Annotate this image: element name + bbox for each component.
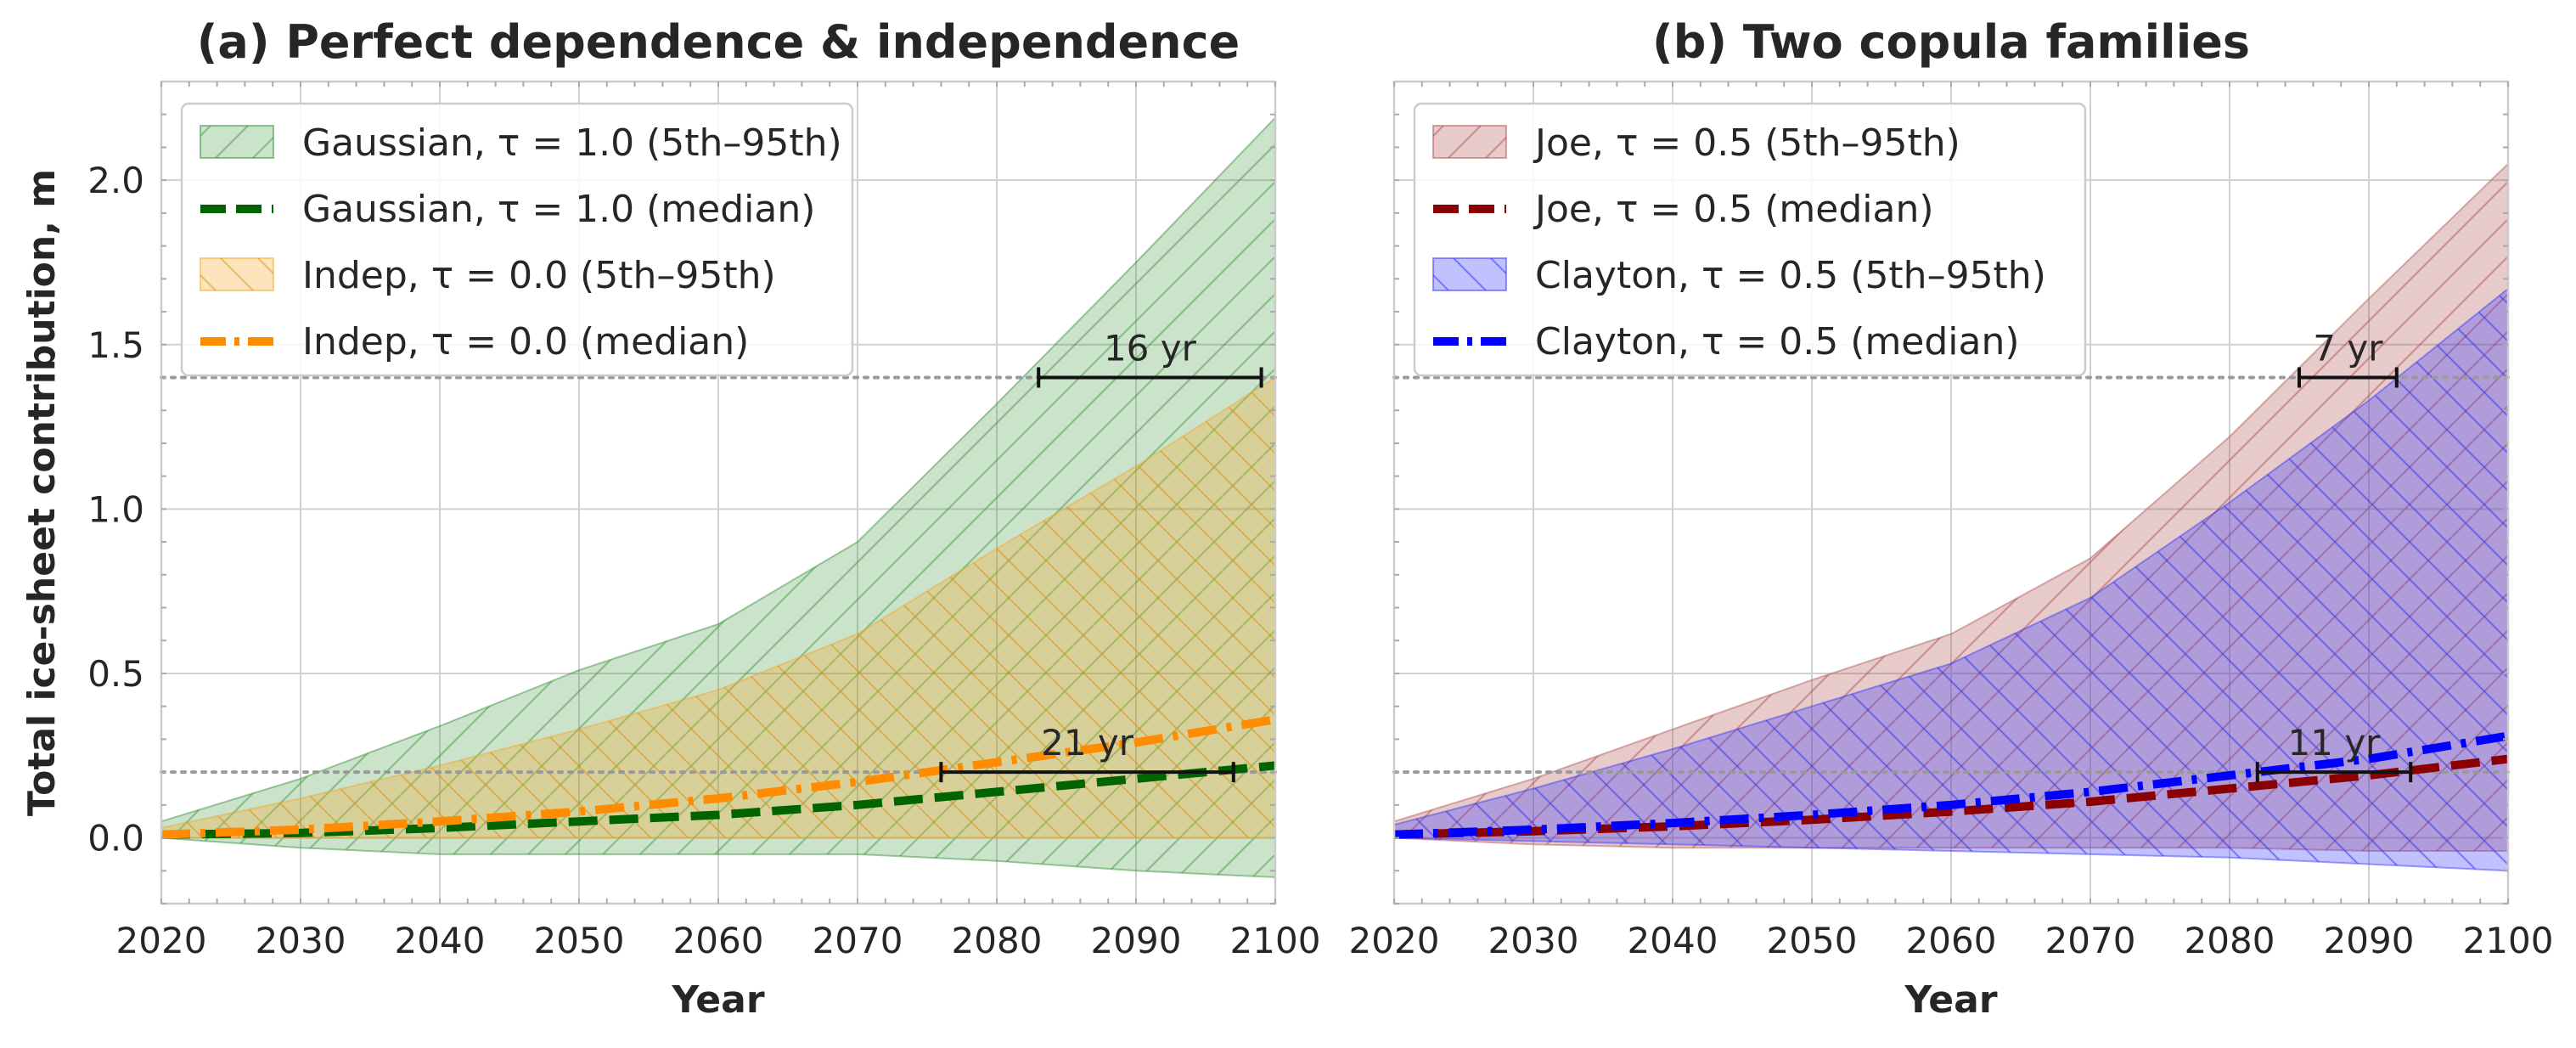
panel-b-xtick-label: 2090 bbox=[2324, 920, 2415, 961]
panel-a-legend-label-1: Gaussian, τ = 1.0 (median) bbox=[302, 188, 815, 231]
panel-a-ytick-label: 0.0 bbox=[87, 818, 144, 859]
panel-a-ytick-label: 2.0 bbox=[87, 160, 144, 201]
panel-b-xtick-label: 2100 bbox=[2463, 920, 2554, 961]
panel-b-interval-label-1: 11 yr bbox=[2288, 722, 2382, 763]
panel-a-xtick-label: 2030 bbox=[256, 920, 346, 961]
panel-a: (a) Perfect dependence & independence 16… bbox=[20, 15, 1320, 1022]
panel-b-xtick-label: 2040 bbox=[1628, 920, 1718, 961]
panel-b-ticks: 2020 2030 2040 2050 2060 2070 2080 2090 2100 bbox=[1349, 82, 2554, 961]
panel-b-interval-label-0: 7 yr bbox=[2313, 327, 2383, 369]
panel-b-series bbox=[1393, 731, 2509, 839]
panel-b-legend-label-2: Clayton, τ = 0.5 (5th–95th) bbox=[1535, 254, 2046, 297]
panel-a-ticks: 2020 2030 2040 2050 2060 2070 2080 2090 2100 0.0 0… bbox=[87, 82, 1320, 961]
panel-a-ytick-label: 0.5 bbox=[87, 653, 144, 695]
panel-b-legend-swatch-hatch-2 bbox=[1433, 258, 1506, 290]
panel-b-legend-label-0: Joe, τ = 0.5 (5th–95th) bbox=[1533, 121, 1960, 165]
panel-b-legend-label-1: Joe, τ = 0.5 (median) bbox=[1533, 188, 1934, 231]
panel-a-xtick-label: 2060 bbox=[673, 920, 764, 961]
panel-b-xtick-label: 2070 bbox=[2045, 920, 2136, 961]
panel-a-xtick-label: 2080 bbox=[952, 920, 1043, 961]
panel-a-legend-label-3: Indep, τ = 0.0 (median) bbox=[302, 320, 749, 363]
panel-a-xtick-label: 2050 bbox=[534, 920, 625, 961]
panel-a-series bbox=[160, 715, 1276, 839]
panel-a-xtick-label: 2100 bbox=[1230, 920, 1321, 961]
panel-a-annotations: 16 yr 21 yr bbox=[939, 327, 1263, 783]
panel-b-legend: Joe, τ = 0.5 (5th–95th) Joe, τ = 0.5 (med… bbox=[1413, 102, 2087, 377]
panel-b-xtick-label: 2080 bbox=[2185, 920, 2275, 961]
panel-b-band-hatch-1 bbox=[1394, 288, 2508, 871]
panel-a-interval-label-0: 16 yr bbox=[1104, 327, 1197, 369]
panel-a-legend: Gaussian, τ = 1.0 (5th–95th) Gaussian, τ … bbox=[180, 102, 854, 377]
panel-a-ylabel: Total ice-sheet contribution, m bbox=[20, 169, 64, 816]
panel-a-band-hatch-1 bbox=[161, 377, 1275, 838]
panel-b-legend-label-3: Clayton, τ = 0.5 (median) bbox=[1535, 320, 2020, 363]
panel-a-xtick-label: 2040 bbox=[395, 920, 486, 961]
panel-a-xtick-label: 2090 bbox=[1091, 920, 1182, 961]
panel-a-xtick-label: 2020 bbox=[116, 920, 207, 961]
panel-b-series-line-1 bbox=[1393, 731, 2509, 839]
panel-b-xlabel: Year bbox=[1904, 978, 1997, 1022]
panel-b-xtick-label: 2060 bbox=[1906, 920, 1997, 961]
panel-a-series-line-1 bbox=[160, 715, 1276, 839]
panel-a-legend-swatch-hatch-0 bbox=[200, 126, 273, 158]
panel-b-xtick-label: 2030 bbox=[1488, 920, 1579, 961]
panel-a-interval-label-1: 21 yr bbox=[1041, 722, 1134, 763]
panel-a-xlabel: Year bbox=[671, 978, 764, 1022]
panel-a-ytick-label: 1.5 bbox=[87, 324, 144, 366]
panel-b-annotations: 7 yr 11 yr bbox=[2255, 327, 2413, 783]
panel-a-ytick-label: 1.0 bbox=[87, 488, 144, 530]
panel-a-legend-box bbox=[180, 102, 854, 377]
panel-b-xtick-label: 2050 bbox=[1767, 920, 1858, 961]
panel-b-legend-box bbox=[1413, 102, 2087, 377]
panel-a-legend-label-0: Gaussian, τ = 1.0 (5th–95th) bbox=[302, 121, 842, 165]
panel-a-xtick-label: 2070 bbox=[813, 920, 903, 961]
panel-a-legend-label-2: Indep, τ = 0.0 (5th–95th) bbox=[302, 254, 776, 297]
panel-a-legend-swatch-hatch-2 bbox=[200, 258, 273, 290]
panel-b-xtick-label: 2020 bbox=[1349, 920, 1440, 961]
panel-b-legend-swatch-hatch-0 bbox=[1433, 126, 1506, 158]
panel-a-series-line-0 bbox=[160, 761, 1276, 839]
panel-b-title: (b) Two copula families bbox=[1652, 15, 2250, 69]
panel-a-title: (a) Perfect dependence & independence bbox=[197, 15, 1240, 69]
